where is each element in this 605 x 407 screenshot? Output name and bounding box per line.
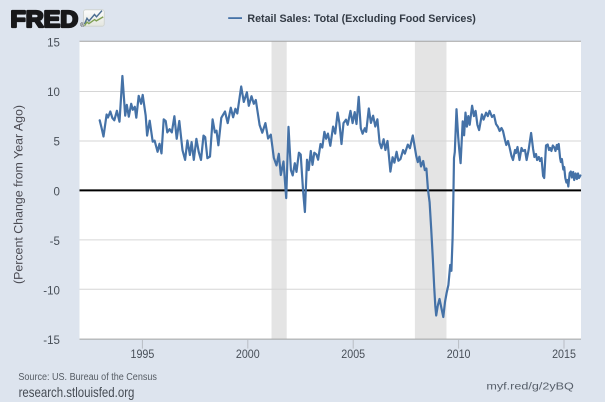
- svg-text:Retail Sales: Total (Excluding: Retail Sales: Total (Excluding Food Serv…: [247, 13, 476, 25]
- svg-text:2015: 2015: [552, 348, 576, 361]
- svg-text:research.stlouisfed.org: research.stlouisfed.org: [19, 384, 135, 400]
- svg-text:myf.red/g/2yBQ: myf.red/g/2yBQ: [486, 381, 573, 392]
- svg-text:2005: 2005: [341, 348, 365, 361]
- svg-text:0: 0: [53, 186, 59, 198]
- svg-text:-15: -15: [43, 335, 60, 347]
- svg-text:(Percent Change from Year Ago): (Percent Change from Year Ago): [12, 105, 26, 284]
- svg-text:Source: US. Bureau of the Cens: Source: US. Bureau of the Census: [18, 372, 157, 383]
- svg-text:15: 15: [47, 37, 60, 49]
- svg-text:2000: 2000: [236, 348, 260, 361]
- svg-text:-10: -10: [43, 286, 60, 298]
- svg-text:10: 10: [47, 87, 60, 99]
- svg-text:2010: 2010: [447, 348, 471, 361]
- svg-text:®: ®: [80, 21, 85, 29]
- svg-text:FRED: FRED: [11, 6, 79, 32]
- svg-text:5: 5: [53, 137, 59, 149]
- svg-text:1995: 1995: [131, 348, 155, 361]
- svg-text:-5: -5: [50, 236, 60, 248]
